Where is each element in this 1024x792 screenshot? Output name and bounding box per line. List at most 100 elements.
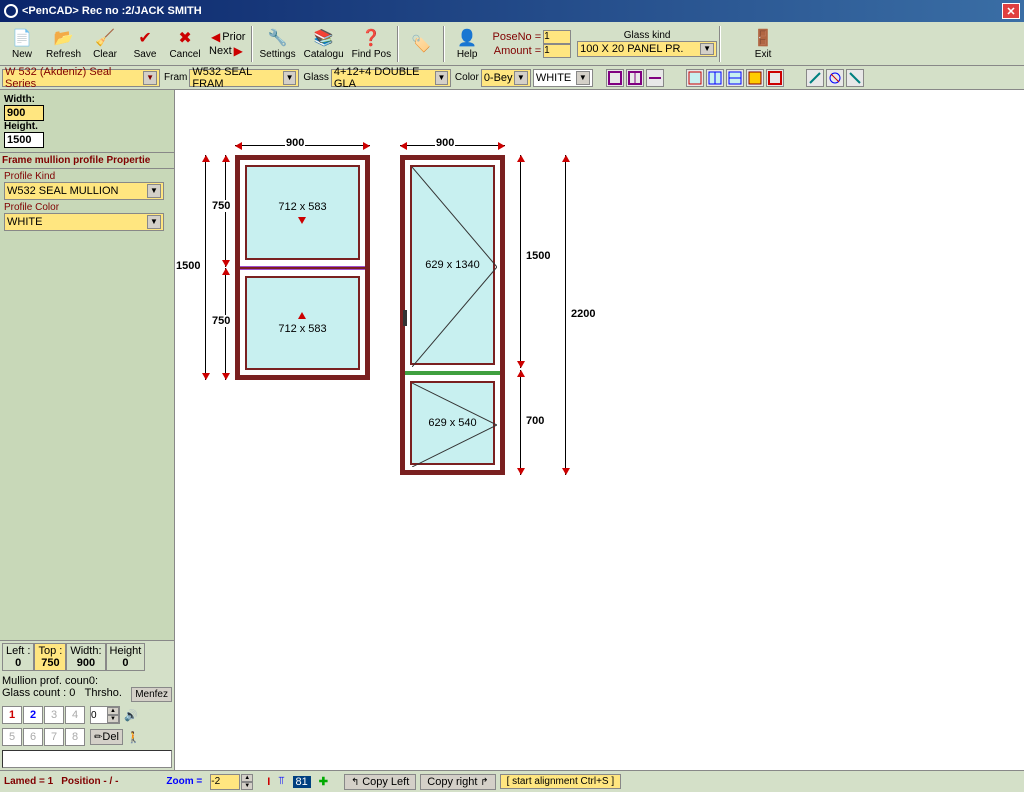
note-input[interactable] — [2, 750, 172, 768]
refresh-icon: 📂 — [54, 28, 74, 48]
door-handle — [403, 310, 407, 326]
dropdown-icon: ▼ — [143, 71, 157, 85]
cancel-button[interactable]: ✖Cancel — [165, 24, 205, 64]
exit-button[interactable]: 🚪Exit — [743, 24, 783, 64]
mullion — [240, 266, 365, 270]
num-3-button[interactable]: 3 — [44, 706, 64, 724]
window-1-pane-2[interactable]: 712 x 583 — [245, 276, 360, 370]
tool-m-button[interactable]: ⫪ — [278, 775, 284, 788]
shape-dash-button[interactable] — [646, 69, 664, 87]
window-2-pane-1[interactable]: 629 x 1340 — [410, 165, 495, 365]
new-button[interactable]: 📄New — [2, 24, 42, 64]
glass-label: Glass — [303, 72, 329, 83]
lamed-status: Lamed = 1 — [4, 776, 53, 787]
num-5-button[interactable]: 5 — [2, 728, 22, 746]
findpos-button[interactable]: ❓Find Pos — [348, 24, 395, 64]
dim-w2-h1 — [520, 155, 521, 368]
refresh-button[interactable]: 📂Refresh — [42, 24, 85, 64]
profile-color-label: Profile Color — [4, 202, 170, 213]
threshold-spinner[interactable]: ▲▼ — [90, 706, 120, 724]
poseno-label: PoseNo = — [491, 31, 541, 43]
glass-select[interactable]: 4+12+4 DOUBLE GLA▼ — [331, 69, 451, 87]
zoom-up[interactable]: ▲ — [241, 774, 253, 782]
profile-kind-select[interactable]: W532 SEAL MULLION▼ — [4, 182, 164, 200]
mullion-label: Mullion prof. coun0: — [2, 675, 172, 687]
copyright-button[interactable]: Copy right ↱ — [420, 774, 495, 790]
help-icon: 👤 — [457, 28, 477, 48]
findpos-icon: ❓ — [361, 28, 381, 48]
dim-w1-height — [205, 155, 206, 380]
color-label: Color — [455, 72, 479, 83]
shape-w2-button[interactable] — [706, 69, 724, 87]
tool-81-button[interactable]: 81 — [293, 776, 311, 788]
sound-icon[interactable]: 🔊 — [124, 709, 138, 722]
zoom-input[interactable] — [210, 774, 240, 790]
clear-button[interactable]: 🧹Clear — [85, 24, 125, 64]
num-6-button[interactable]: 6 — [23, 728, 43, 746]
catalogue-button[interactable]: 📚Catalogu — [300, 24, 348, 64]
zoom-down[interactable]: ▼ — [241, 782, 253, 790]
top-prop: Top :750 — [34, 643, 66, 671]
tool-a-button[interactable] — [806, 69, 824, 87]
next-button[interactable]: Next▶ — [209, 44, 245, 58]
profile-color-select[interactable]: WHITE▼ — [4, 213, 164, 231]
settings-icon: 🔧 — [268, 28, 288, 48]
series-select[interactable]: W 532 (Akdeniz) Seal Series▼ — [2, 69, 160, 87]
prior-button[interactable]: ◀Prior — [209, 30, 245, 44]
glasskind-label: Glass kind — [577, 30, 717, 41]
zoom-label: Zoom = — [166, 776, 202, 787]
window-2[interactable]: 629 x 1340 629 x 540 — [400, 155, 505, 475]
del-button[interactable]: ✏Del — [90, 729, 123, 745]
frame-select[interactable]: W532 SEAL FRAM▼ — [189, 69, 299, 87]
help-button[interactable]: 👤Help — [447, 24, 487, 64]
num-7-button[interactable]: 7 — [44, 728, 64, 746]
width-input[interactable] — [4, 105, 44, 121]
num-8-button[interactable]: 8 — [65, 728, 85, 746]
thrsho-label: Thrsho. — [85, 687, 122, 702]
shape-rect-button[interactable] — [606, 69, 624, 87]
width-label: Width: — [4, 94, 170, 105]
poseno-input[interactable] — [543, 30, 571, 44]
num-1-button[interactable]: 1 — [2, 706, 22, 724]
num-2-button[interactable]: 2 — [23, 706, 43, 724]
save-button[interactable]: ✔Save — [125, 24, 165, 64]
glasskind-select[interactable]: 100 X 20 PANEL PR.▼ — [577, 41, 717, 57]
frame-label: Fram — [164, 72, 187, 83]
shape-w4-button[interactable] — [746, 69, 764, 87]
save-icon: ✔ — [135, 28, 155, 48]
tool-c-button[interactable] — [846, 69, 864, 87]
num-4-button[interactable]: 4 — [65, 706, 85, 724]
shape-w1-button[interactable] — [686, 69, 704, 87]
window-1[interactable]: 712 x 583 712 x 583 — [235, 155, 370, 380]
tool-b-button[interactable] — [826, 69, 844, 87]
exit-icon: 🚪 — [753, 28, 773, 48]
person-icon[interactable]: 🚶 — [127, 731, 141, 744]
dim-w2-h2 — [520, 370, 521, 475]
menfez-button[interactable]: Menfez — [131, 687, 172, 702]
window-1-pane-1[interactable]: 712 x 583 — [245, 165, 360, 260]
shape-w3-button[interactable] — [726, 69, 744, 87]
window-2-pane-2[interactable]: 629 x 540 — [410, 381, 495, 465]
app-icon — [4, 4, 18, 18]
color-select[interactable]: 0-Bey▼ — [481, 69, 531, 87]
tool-i-button[interactable]: I — [267, 776, 270, 788]
tool-plus-button[interactable]: ✚ — [319, 775, 328, 788]
shape-w5-button[interactable] — [766, 69, 784, 87]
status-bar: Lamed = 1 Position - / - Zoom = ▲▼ I ⫪ 8… — [0, 770, 1024, 792]
drawing-canvas[interactable]: 900 712 x 583 712 x 583 1500 750 750 — [175, 90, 1024, 770]
color2-select[interactable]: WHITE▼ — [533, 69, 593, 87]
close-button[interactable]: ✕ — [1002, 3, 1020, 19]
height-label: Height. — [4, 121, 170, 132]
copyleft-button[interactable]: ↰ Copy Left — [344, 774, 416, 790]
align-button[interactable]: [ start alignment Ctrl+S ] — [500, 774, 622, 789]
shape-rect2-button[interactable] — [626, 69, 644, 87]
flag-button[interactable]: 🏷️ — [401, 24, 441, 64]
amount-label: Amount = — [491, 45, 541, 57]
mullion-2 — [405, 371, 500, 375]
sub-toolbar: W 532 (Akdeniz) Seal Series▼ Fram W532 S… — [0, 66, 1024, 90]
height-input[interactable] — [4, 132, 44, 148]
settings-button[interactable]: 🔧Settings — [255, 24, 299, 64]
amount-input[interactable] — [543, 44, 571, 58]
window-title: <PenCAD> Rec no :2/JACK SMITH — [22, 5, 1002, 17]
catalogue-icon: 📚 — [314, 28, 334, 48]
